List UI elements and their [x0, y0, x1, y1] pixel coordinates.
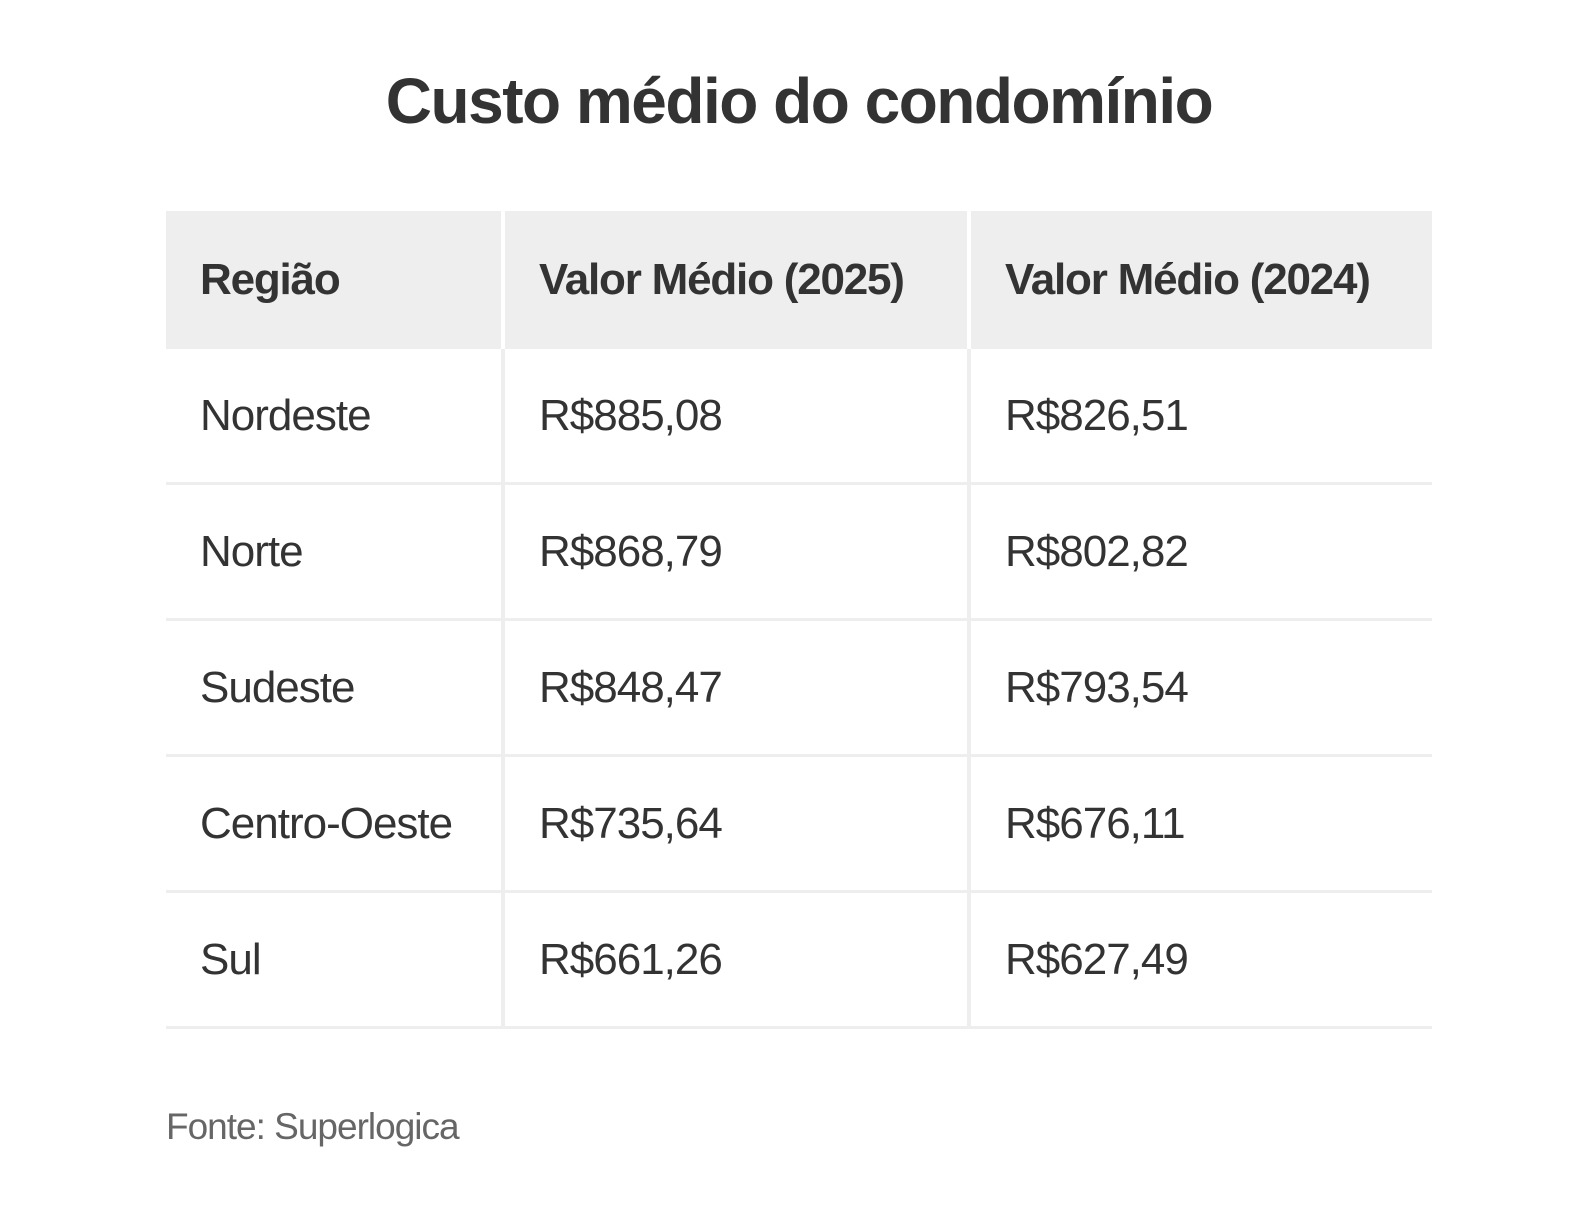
cell-valor-2025: R$735,64: [501, 757, 967, 890]
table-header-row: Região Valor Médio (2025) Valor Médio (2…: [166, 211, 1432, 349]
source-caption: Fonte: Superlogica: [166, 1106, 460, 1147]
cell-regiao: Norte: [200, 526, 304, 576]
cell-valor-2025: R$848,47: [501, 621, 967, 754]
page-title: Custo médio do condomínio: [385, 65, 1214, 137]
table-row: Nordeste R$885,08 R$826,51: [166, 349, 1432, 485]
cell-valor-2024: R$676,11: [967, 757, 1432, 890]
data-table: Região Valor Médio (2025) Valor Médio (2…: [166, 211, 1432, 1029]
table-row: Sudeste R$848,47 R$793,54: [166, 621, 1432, 757]
table-row: Norte R$868,79 R$802,82: [166, 485, 1432, 621]
cell-regiao: Sul: [200, 934, 262, 984]
cell-valor-2024: R$826,51: [967, 349, 1432, 482]
cell-regiao: Centro-Oeste: [200, 798, 453, 848]
column-header-regiao: Região: [200, 255, 341, 304]
cell-valor-2024: R$802,82: [967, 485, 1432, 618]
cell-valor-2025: R$661,26: [501, 893, 967, 1026]
cell-valor-2025: R$868,79: [501, 485, 967, 618]
table-row: Centro-Oeste R$735,64 R$676,11: [166, 757, 1432, 893]
cell-valor-2024: R$627,49: [967, 893, 1432, 1026]
cell-regiao: Nordeste: [200, 390, 372, 440]
column-header-valor-2024: Valor Médio (2024): [967, 211, 1432, 349]
cell-regiao: Sudeste: [200, 662, 355, 712]
cell-valor-2025: R$885,08: [501, 349, 967, 482]
cell-valor-2024: R$793,54: [967, 621, 1432, 754]
table-row: Sul R$661,26 R$627,49: [166, 893, 1432, 1029]
column-header-valor-2025: Valor Médio (2025): [501, 211, 967, 349]
